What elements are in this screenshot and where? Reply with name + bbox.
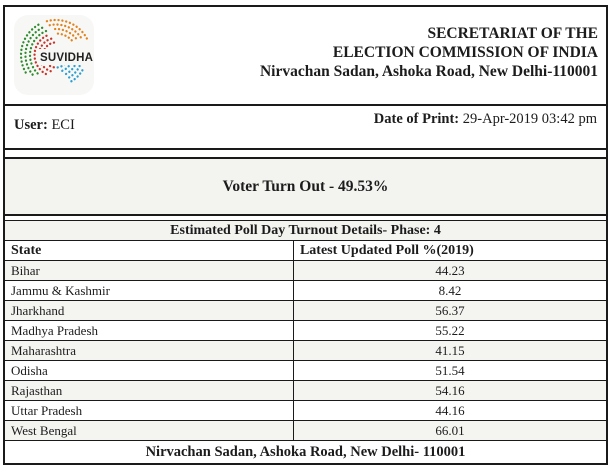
table-header-row: State Latest Updated Poll %(2019) [5, 240, 606, 261]
date-of-print-label: Date of Print: [373, 111, 460, 127]
column-header-poll: Latest Updated Poll %(2019) [292, 240, 606, 261]
table-caption-row: Estimated Poll Day Turnout Details- Phas… [5, 220, 606, 241]
poll-percent-cell: 41.15 [292, 340, 606, 361]
state-cell: Bihar [5, 260, 294, 281]
state-cell: Jammu & Kashmir [5, 280, 294, 301]
poll-percent-cell: 56.37 [292, 300, 606, 321]
report-page: SUVIDHA SECRETARIAT OF THE ELECTION COMM… [3, 5, 608, 465]
state-cell: Rajasthan [5, 380, 294, 401]
state-cell: Maharashtra [5, 340, 294, 361]
voter-turnout-banner: Voter Turn Out - 49.53% [5, 157, 606, 216]
table-row: West Bengal 66.01 [5, 420, 606, 441]
meta-row: User: ECI Date of Print: 29-Apr-2019 03:… [5, 106, 606, 150]
state-cell: Uttar Pradesh [5, 400, 294, 421]
logo-wordmark: SUVIDHA [40, 52, 93, 64]
suvidha-logo: SUVIDHA [14, 15, 94, 95]
date-of-print-value: 29-Apr-2019 03:42 pm [462, 111, 597, 127]
table-row: Jammu & Kashmir 8.42 [5, 280, 606, 301]
turnout-table: Estimated Poll Day Turnout Details- Phas… [5, 220, 606, 463]
table-row: Rajasthan 54.16 [5, 380, 606, 401]
table-row: Madhya Pradesh 55.22 [5, 320, 606, 341]
logo-text-backing [38, 49, 91, 65]
suvidha-logo-art: SUVIDHA [19, 18, 93, 84]
state-cell: Jharkhand [5, 300, 294, 321]
state-cell: West Bengal [5, 420, 294, 441]
user-label: User: [14, 117, 48, 133]
poll-percent-cell: 44.16 [292, 400, 606, 421]
org-address-block: SECRETARIAT OF THE ELECTION COMMISSION O… [5, 7, 606, 81]
table-row: Odisha 51.54 [5, 360, 606, 381]
poll-percent-cell: 8.42 [292, 280, 606, 301]
state-cell: Madhya Pradesh [5, 320, 294, 341]
org-line-2: ELECTION COMMISSION OF INDIA [332, 44, 598, 61]
user-value: ECI [51, 117, 75, 133]
poll-percent-cell: 54.16 [292, 380, 606, 401]
table-row: Maharashtra 41.15 [5, 340, 606, 361]
column-header-state: State [5, 240, 294, 261]
turnout-table-body: Bihar 44.23 Jammu & Kashmir 8.42 Jharkha… [5, 260, 606, 441]
footer-address: Nirvachan Sadan, Ashoka Road, New Delhi-… [5, 440, 606, 463]
poll-percent-cell: 66.01 [292, 420, 606, 441]
table-row: Bihar 44.23 [5, 260, 606, 281]
poll-percent-cell: 55.22 [292, 320, 606, 341]
report-header: SUVIDHA SECRETARIAT OF THE ELECTION COMM… [5, 7, 606, 106]
poll-percent-cell: 51.54 [292, 360, 606, 381]
state-cell: Odisha [5, 360, 294, 381]
poll-percent-cell: 44.23 [292, 260, 606, 281]
date-of-print-field: Date of Print: 29-Apr-2019 03:42 pm [374, 111, 597, 128]
table-footer-row: Nirvachan Sadan, Ashoka Road, New Delhi-… [5, 440, 606, 463]
table-caption: Estimated Poll Day Turnout Details- Phas… [5, 220, 606, 241]
table-row: Uttar Pradesh 44.16 [5, 400, 606, 421]
table-row: Jharkhand 56.37 [5, 300, 606, 321]
org-line-1: SECRETARIAT OF THE [427, 25, 598, 42]
user-field: User: ECI [14, 117, 75, 134]
org-line-3: Nirvachan Sadan, Ashoka Road, New Delhi-… [259, 63, 598, 80]
